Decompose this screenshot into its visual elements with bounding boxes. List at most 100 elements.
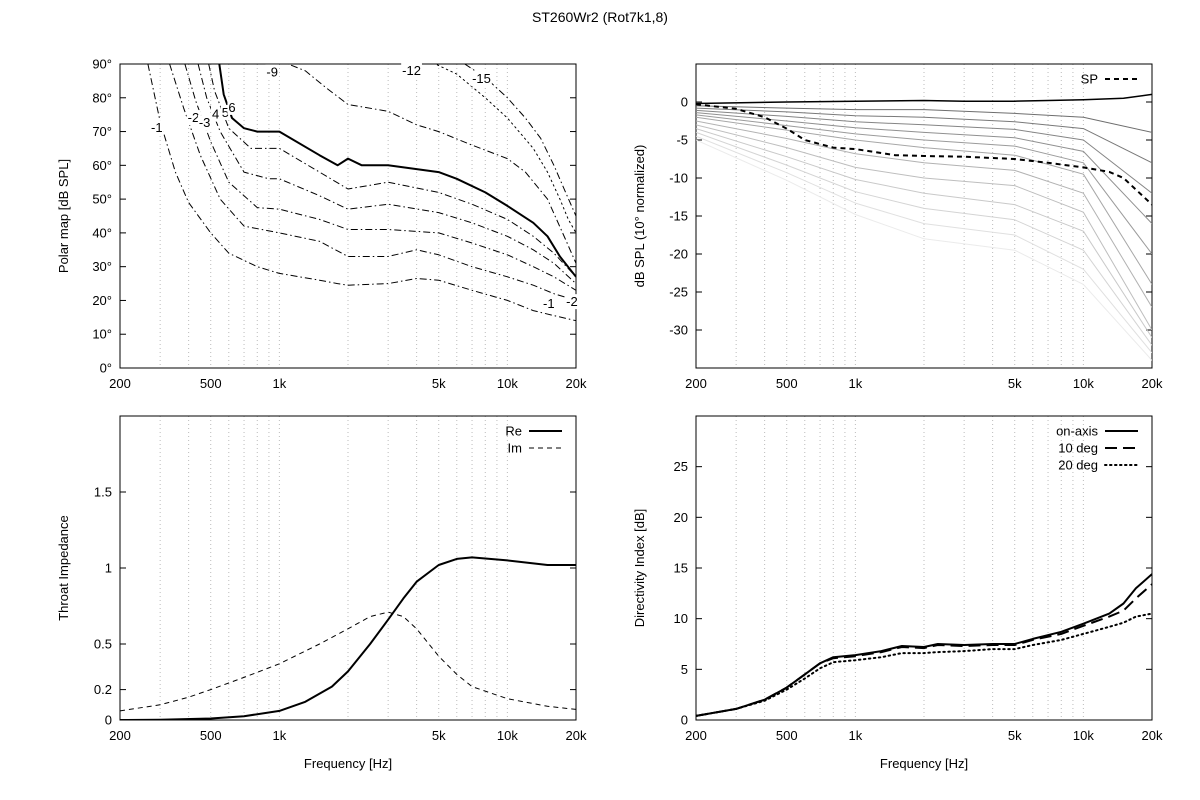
- contour-label: -1: [151, 120, 163, 135]
- chart-polar: 0° 10° 20° 30° 40° 50° 60° 70° 80° 90° 200 500 1k 5k 1…: [56, 57, 587, 392]
- ytick-label: -25: [669, 285, 688, 300]
- series-line-Re: [120, 556, 576, 720]
- angle-series-line: [696, 109, 1152, 194]
- contour-line: [208, 64, 576, 278]
- contour-label: 6: [228, 100, 235, 115]
- xtick-label: 20k: [1142, 376, 1163, 391]
- legend: Re Im: [505, 424, 562, 456]
- ytick-label: 0: [681, 95, 688, 110]
- angle-series-line: [696, 139, 1152, 361]
- legend-label: 20 deg: [1058, 458, 1098, 473]
- xtick-label: 500: [776, 376, 798, 391]
- ytick-label: -10: [669, 171, 688, 186]
- y-axis-label: dB SPL (10° normalized): [632, 145, 647, 288]
- contour-label-bg: [227, 99, 237, 115]
- ytick-label: 0°: [100, 361, 112, 376]
- series-line-on-axis: [696, 573, 1152, 717]
- contour-label: 5: [222, 105, 229, 120]
- ytick-label: -5: [676, 133, 688, 148]
- plot-frame: [695, 415, 1153, 721]
- contour-line: [464, 64, 576, 217]
- xtick-label: 500: [776, 728, 798, 743]
- ytick-label: 0: [681, 713, 688, 728]
- legend: SP: [1081, 72, 1138, 87]
- contour-label-bg: [542, 295, 556, 311]
- xtick-label: 20k: [566, 728, 587, 743]
- contour-label-bg: [197, 115, 212, 131]
- xtick-label: 10k: [497, 376, 518, 391]
- xtick-label: 20k: [1142, 728, 1163, 743]
- plot-area: [147, 64, 576, 322]
- ytick-label: -15: [669, 209, 688, 224]
- figure-title: ST260Wr2 (Rot7k1,8): [532, 9, 668, 25]
- legend-label: 10 deg: [1058, 441, 1098, 456]
- ytick-label: 10: [674, 611, 688, 626]
- xtick-label: 10k: [1073, 728, 1094, 743]
- xtick-label: 5k: [1008, 376, 1022, 391]
- contour-label: -9: [266, 64, 278, 79]
- ytick-label: 10°: [92, 327, 112, 342]
- contour-label-bg: [265, 64, 279, 80]
- contour-label-bg: [565, 294, 579, 310]
- xtick-label: 5k: [432, 728, 446, 743]
- angle-series-line: [696, 105, 1152, 133]
- contour-label: 4: [212, 107, 219, 122]
- ytick-label: 0.5: [94, 637, 112, 652]
- y-axis-label: Directivity Index [dB]: [632, 509, 647, 628]
- ytick-label: 60°: [92, 158, 112, 173]
- angle-series-line: [696, 116, 1152, 285]
- ytick-label: 40°: [92, 225, 112, 240]
- contour-line: [197, 64, 576, 284]
- ytick-label: 80°: [92, 90, 112, 105]
- ytick-label: 70°: [92, 124, 112, 139]
- angle-series-line: [696, 112, 1152, 224]
- contour-label-bg: [210, 106, 221, 122]
- legend-label: SP: [1081, 72, 1098, 87]
- legend: on-axis 10 deg 20 deg: [1056, 424, 1139, 473]
- ytick-label: 0: [105, 713, 112, 728]
- xtick-label: 500: [200, 728, 222, 743]
- ytick-label: 30°: [92, 259, 112, 274]
- plot-frame: [695, 63, 1153, 369]
- xtick-label: 200: [685, 376, 707, 391]
- legend-label: on-axis: [1056, 424, 1098, 439]
- contour-label-bg: [471, 71, 492, 87]
- x-axis-label: Frequency [Hz]: [304, 756, 392, 771]
- angle-series-line: [696, 107, 1152, 164]
- angle-series-line: [696, 135, 1152, 354]
- ytick-label: 0.2: [94, 682, 112, 697]
- grid-normalized: [735, 64, 1084, 368]
- grid-impedance: [159, 416, 508, 720]
- contour-line: [263, 64, 576, 264]
- grid-polar: [159, 64, 508, 368]
- angle-series-line: [696, 124, 1152, 331]
- ytick-label: 20°: [92, 293, 112, 308]
- contour-label: -2: [188, 110, 200, 125]
- chart-normalized: 0 -5 -10 -15 -20 -25 -30 200 500 1k 5k 10k 20k dB SPL…: [632, 63, 1163, 391]
- contour-label: -15: [472, 71, 491, 86]
- x-axis-label: Frequency [Hz]: [880, 756, 968, 771]
- xtick-label: 1k: [272, 728, 286, 743]
- plot-frame: [119, 415, 577, 721]
- contour-line: [147, 64, 576, 322]
- ytick-label: 5: [681, 662, 688, 677]
- contour-label-bg: [220, 104, 231, 120]
- contour-label: -3: [199, 115, 211, 130]
- series-line-Im: [120, 611, 576, 712]
- ytick-label: 1: [105, 561, 112, 576]
- contour-label: -2: [566, 294, 578, 309]
- contour-label-bg: [186, 110, 201, 126]
- angle-series-line: [696, 120, 1152, 308]
- ytick-label: -20: [669, 247, 688, 262]
- xtick-label: 20k: [566, 376, 587, 391]
- ytick-label: 90°: [92, 57, 112, 72]
- contour-label-bg: [401, 62, 422, 78]
- contour-line: [434, 64, 576, 234]
- contour-label-bg: [150, 120, 164, 136]
- chart-directivity: 0 5 10 15 20 25 200 500 1k 5k 10k 20k Directivity In…: [632, 415, 1163, 771]
- ytick-label: 1.5: [94, 485, 112, 500]
- grid-directivity: [735, 416, 1084, 720]
- ytick-label: 15: [674, 561, 688, 576]
